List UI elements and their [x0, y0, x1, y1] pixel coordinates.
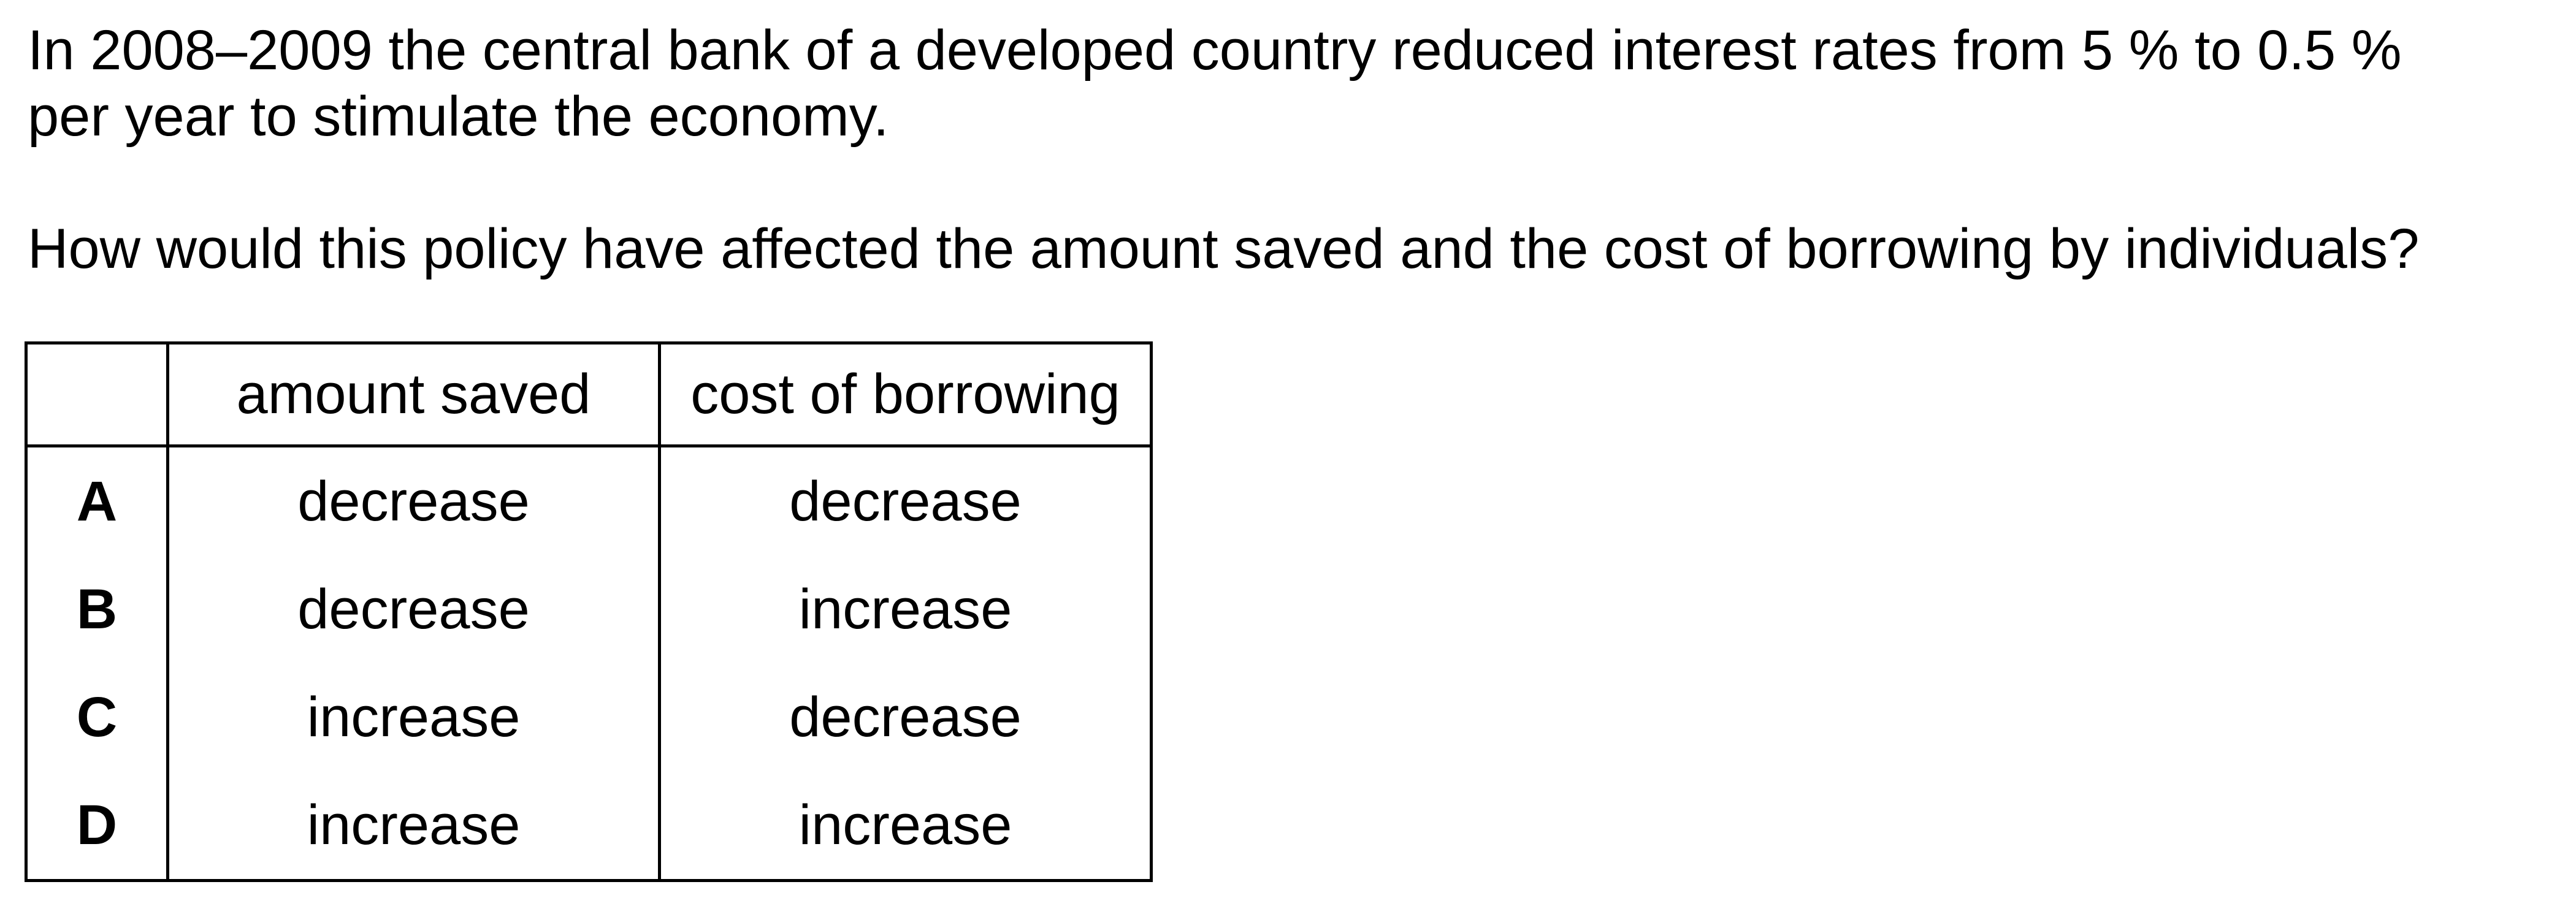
amount-saved-cell: decrease — [166, 555, 661, 663]
cost-of-borrowing-cell: decrease — [658, 446, 1153, 555]
table-header-row: amount saved cost of borrowing — [25, 341, 1153, 447]
question-prompt: How would this policy have affected the … — [28, 218, 2420, 280]
option-letter: C — [25, 663, 169, 771]
option-letter: A — [25, 446, 169, 555]
answer-options-table: amount saved cost of borrowing A decreas… — [25, 341, 1153, 882]
cost-of-borrowing-cell: decrease — [658, 663, 1153, 771]
option-row-c[interactable]: C increase decrease — [25, 663, 1153, 771]
cost-of-borrowing-cell: increase — [658, 555, 1153, 663]
question-text: In 2008–2009 the central bank of a devel… — [28, 17, 2542, 282]
header-amount-saved: amount saved — [166, 341, 661, 447]
option-letter: B — [25, 555, 169, 663]
header-blank — [25, 341, 169, 447]
question-stem-line-1: In 2008–2009 the central bank of a devel… — [28, 19, 2402, 82]
amount-saved-cell: increase — [166, 771, 661, 882]
amount-saved-cell: increase — [166, 663, 661, 771]
amount-saved-cell: decrease — [166, 446, 661, 555]
option-row-d[interactable]: D increase increase — [25, 771, 1153, 882]
option-row-b[interactable]: B decrease increase — [25, 555, 1153, 663]
cost-of-borrowing-cell: increase — [658, 771, 1153, 882]
option-row-a[interactable]: A decrease decrease — [25, 446, 1153, 555]
question-stem-line-2: per year to stimulate the economy. — [28, 85, 889, 148]
option-letter: D — [25, 771, 169, 882]
header-cost-of-borrowing: cost of borrowing — [658, 341, 1153, 447]
